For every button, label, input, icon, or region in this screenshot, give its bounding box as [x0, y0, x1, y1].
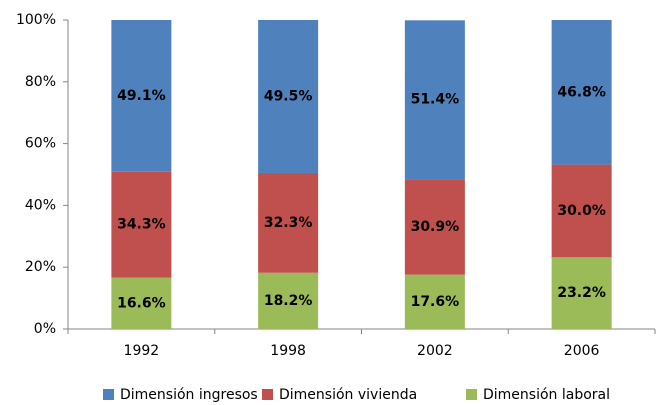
bar-segment — [404, 274, 465, 329]
x-tick-label: 1998 — [270, 343, 306, 359]
legend-swatch — [262, 389, 273, 400]
bar-segment — [111, 20, 172, 172]
bar-segment — [551, 257, 612, 329]
legend-label: Dimensión laboral — [483, 387, 610, 403]
data-label: 30.0% — [557, 203, 606, 219]
bar-segment — [551, 164, 612, 258]
y-tick-label: 0% — [34, 321, 56, 337]
bar-segment — [551, 20, 612, 165]
y-tick-label: 20% — [25, 259, 56, 275]
x-tick-label: 2006 — [564, 343, 600, 359]
y-tick-label: 80% — [25, 74, 56, 90]
legend-swatch — [466, 389, 477, 400]
data-label: 51.4% — [411, 92, 460, 108]
bar-segment — [404, 20, 465, 180]
y-tick-label: 100% — [16, 12, 56, 28]
y-tick-label: 60% — [25, 136, 56, 152]
data-label: 18.2% — [264, 293, 313, 309]
data-label: 32.3% — [264, 215, 313, 231]
data-label: 49.5% — [264, 88, 313, 104]
x-tick-label: 2002 — [417, 343, 453, 359]
bar-segment — [404, 179, 465, 275]
bar-segment — [111, 277, 172, 329]
y-tick-label: 40% — [25, 197, 56, 213]
x-tick-label: 1992 — [124, 343, 160, 359]
legend-label: Dimensión ingresos — [120, 387, 258, 403]
data-label: 34.3% — [117, 217, 166, 233]
data-label: 30.9% — [411, 219, 460, 235]
data-label: 17.6% — [411, 294, 460, 310]
data-label: 16.6% — [117, 295, 166, 311]
data-label: 49.1% — [117, 88, 166, 104]
bar-segment — [258, 272, 319, 329]
data-label: 46.8% — [557, 84, 606, 100]
data-label: 23.2% — [557, 285, 606, 301]
bar-segment — [258, 20, 319, 173]
legend-label: Dimensión vivienda — [279, 387, 417, 403]
legend-swatch — [103, 389, 114, 400]
bar-segment — [258, 172, 319, 273]
bar-segment — [111, 171, 172, 278]
